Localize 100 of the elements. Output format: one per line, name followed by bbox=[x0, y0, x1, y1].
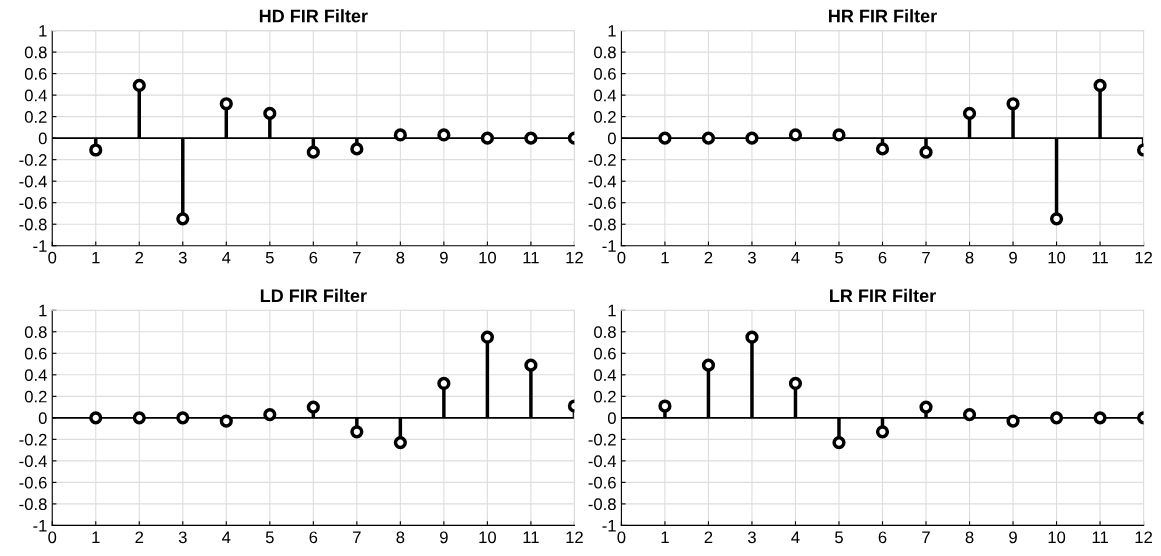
point bbox=[658, 131, 672, 145]
y-tick-label: 1 bbox=[608, 25, 616, 37]
y-tick-label: 0.2 bbox=[594, 390, 616, 403]
point bbox=[1006, 414, 1020, 428]
point bbox=[832, 128, 846, 142]
x-tick-label: 2 bbox=[135, 251, 144, 264]
y-tick-label: 0.8 bbox=[594, 326, 616, 338]
point bbox=[1093, 78, 1107, 93]
y-tick-label: 0 bbox=[38, 132, 47, 145]
x-tick-label: 12 bbox=[1135, 531, 1153, 544]
point bbox=[306, 400, 320, 414]
point bbox=[437, 128, 451, 142]
y-tick-label: -0.2 bbox=[19, 154, 47, 166]
x-tick-label: 9 bbox=[1009, 251, 1017, 264]
x-tick-label: 9 bbox=[440, 251, 448, 264]
x-tick-label: 4 bbox=[791, 531, 800, 544]
x-tick-label: 9 bbox=[440, 531, 448, 544]
point bbox=[263, 408, 277, 422]
chart-title: HD FIR Filter bbox=[259, 9, 368, 23]
point bbox=[745, 330, 759, 344]
point bbox=[89, 411, 103, 425]
point bbox=[701, 131, 716, 145]
chart-title: HR FIR Filter bbox=[829, 9, 937, 23]
point bbox=[962, 106, 977, 121]
x-tick-label: 1 bbox=[92, 531, 100, 544]
y-tick-label: 0.4 bbox=[594, 89, 617, 102]
x-tick-label: 1 bbox=[661, 251, 669, 264]
x-tick-label: 8 bbox=[965, 251, 974, 264]
point bbox=[962, 408, 977, 422]
y-tick-label: 0.8 bbox=[594, 46, 616, 59]
x-tick-label: 3 bbox=[747, 531, 756, 544]
x-tick-label: 5 bbox=[835, 251, 843, 264]
point bbox=[745, 131, 759, 145]
x-tick-label: 5 bbox=[265, 251, 274, 264]
x-tick-label: 10 bbox=[479, 531, 497, 544]
point bbox=[89, 143, 103, 157]
y-tick-label: -0.2 bbox=[19, 433, 47, 446]
x-tick-label: 11 bbox=[1092, 251, 1108, 264]
y-tick-label: -0.6 bbox=[588, 197, 616, 209]
point bbox=[176, 212, 190, 226]
point bbox=[1049, 212, 1064, 226]
y-tick-label: 1 bbox=[39, 304, 47, 317]
x-tick-label: 6 bbox=[878, 251, 887, 264]
point bbox=[658, 399, 672, 413]
y-tick-label: -1 bbox=[602, 519, 616, 532]
x-tick-label: 5 bbox=[265, 531, 274, 544]
x-tick-label: 2 bbox=[135, 531, 144, 544]
x-tick-label: 3 bbox=[178, 251, 187, 264]
x-tick-label: 4 bbox=[791, 251, 800, 264]
y-tick-label: 1 bbox=[608, 304, 616, 317]
point bbox=[393, 435, 407, 450]
x-tick-label: 8 bbox=[396, 251, 405, 264]
x-tick-label: 7 bbox=[353, 251, 361, 264]
y-tick-label: -1 bbox=[602, 240, 616, 252]
y-tick-label: 0.4 bbox=[24, 369, 47, 382]
y-tick-label: 1 bbox=[39, 25, 47, 37]
y-tick-label: -1 bbox=[33, 240, 47, 252]
y-tick-label: -0.4 bbox=[588, 175, 617, 188]
x-tick-label: 6 bbox=[309, 531, 318, 544]
x-tick-label: 7 bbox=[922, 251, 930, 264]
y-tick-label: 0.4 bbox=[594, 369, 617, 382]
x-tick-label: 1 bbox=[661, 531, 669, 544]
x-tick-label: 1 bbox=[92, 251, 100, 264]
y-tick-label: 0.4 bbox=[24, 89, 47, 102]
point bbox=[393, 128, 407, 142]
point bbox=[219, 97, 233, 111]
x-tick-label: 12 bbox=[1135, 251, 1153, 264]
y-tick-label: -0.6 bbox=[19, 476, 47, 489]
x-tick-label: 2 bbox=[704, 531, 713, 544]
point bbox=[480, 330, 494, 344]
y-tick-label: 0 bbox=[38, 412, 47, 425]
point bbox=[524, 131, 538, 145]
x-tick-label: 10 bbox=[479, 251, 497, 264]
y-tick-label: -0.8 bbox=[19, 498, 47, 511]
y-tick-label: -0.4 bbox=[19, 455, 47, 468]
chart-title: LR FIR Filter bbox=[830, 288, 936, 303]
point bbox=[788, 376, 803, 391]
y-tick-label: -1 bbox=[33, 519, 47, 532]
point bbox=[919, 145, 933, 159]
point bbox=[176, 411, 190, 425]
y-tick-label: -0.8 bbox=[588, 218, 616, 231]
y-tick-label: -0.8 bbox=[19, 218, 47, 231]
x-tick-label: 7 bbox=[353, 531, 361, 544]
y-tick-label: 0.8 bbox=[24, 326, 47, 338]
y-tick-label: -0.2 bbox=[588, 154, 616, 166]
x-tick-label: 11 bbox=[1092, 531, 1108, 544]
point bbox=[437, 376, 451, 391]
y-tick-label: 0.8 bbox=[24, 46, 47, 59]
x-tick-label: 7 bbox=[922, 531, 930, 544]
x-tick-label: 4 bbox=[222, 531, 231, 544]
x-tick-label: 12 bbox=[566, 251, 583, 264]
y-tick-label: -0.6 bbox=[588, 476, 616, 489]
point bbox=[219, 414, 233, 428]
point bbox=[132, 78, 146, 93]
y-tick-label: -0.6 bbox=[19, 197, 47, 209]
y-tick-label: 0.2 bbox=[594, 111, 616, 123]
x-tick-label: 11 bbox=[523, 531, 539, 544]
point bbox=[919, 400, 933, 414]
y-tick-label: 0.2 bbox=[24, 111, 47, 123]
point bbox=[1049, 411, 1064, 425]
